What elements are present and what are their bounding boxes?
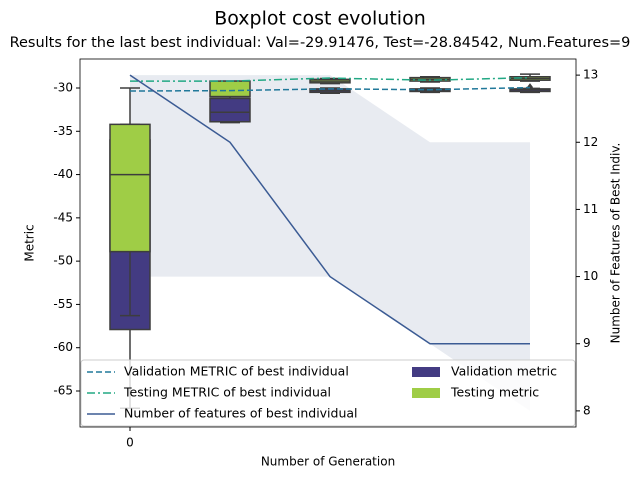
legend-label: Validation METRIC of best individual [124,364,349,379]
series-line [129,74,530,345]
y-tick-label: -55 [53,297,73,311]
y-tick-label: -60 [53,340,73,354]
y2-tick-label: 10 [583,269,598,283]
box [209,97,251,123]
legend-swatch [412,388,440,398]
y-tick-label: -45 [53,210,73,224]
box [209,80,251,98]
range-area [130,75,530,411]
box [109,123,151,253]
y-tick-label: -40 [53,167,73,181]
y2-tick-label: 13 [583,68,598,82]
y-tick-label: -30 [53,81,73,95]
legend-swatch [412,367,440,377]
chart-subtitle: Results for the last best individual: Va… [10,35,631,51]
y2-tick-label: 9 [583,336,591,350]
legend-label: Testing metric [450,385,539,400]
y-axis-label: Metric [23,224,37,261]
series-line [129,86,531,92]
series-line [130,76,531,82]
y-tick-label: -65 [53,383,73,397]
y-tick-label: -35 [53,124,73,138]
y2-tick-label: 12 [583,135,598,149]
legend-label: Number of features of best individual [124,406,358,421]
y-tick-label: -50 [53,254,73,268]
x-tick-label: 0 [126,436,134,450]
y2-tick-label: 11 [583,202,598,216]
legend-label: Validation metric [451,364,557,379]
legend [80,359,576,427]
legend-label: Testing METRIC of best individual [123,385,331,400]
x-axis-label: Number of Generation [261,455,395,469]
outlier [527,83,533,92]
y2-axis-label: Number of Features of Best Indiv. [609,143,623,344]
plot-frame [79,58,577,428]
chart-title: Boxplot cost evolution [214,8,426,30]
y2-tick-label: 8 [583,403,591,417]
